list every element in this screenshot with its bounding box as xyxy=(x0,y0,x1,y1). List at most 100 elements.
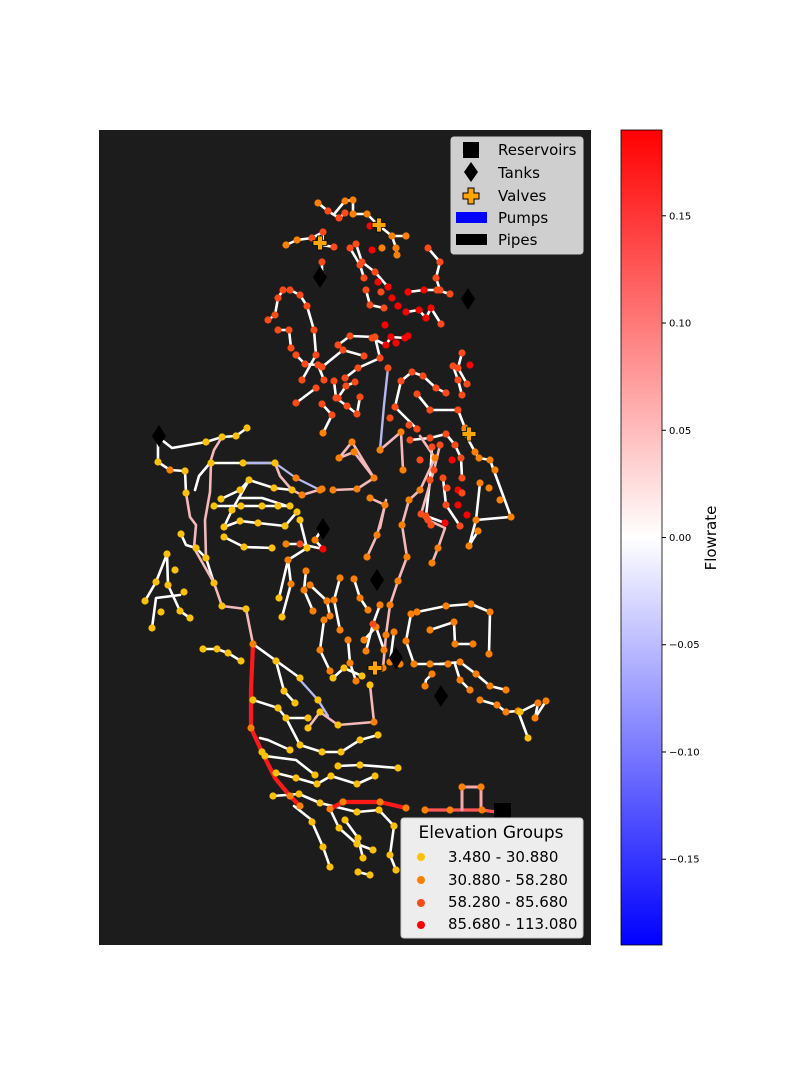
junction-node xyxy=(354,834,362,842)
junction-node xyxy=(422,314,430,322)
pipe-link xyxy=(406,288,452,296)
pipe-link xyxy=(428,620,475,646)
junction-node xyxy=(426,406,434,414)
junction-node xyxy=(450,618,458,626)
junction-node xyxy=(210,579,218,587)
junction-node xyxy=(368,246,376,254)
tank-marker-icon xyxy=(313,266,327,288)
junction-node xyxy=(354,868,362,876)
junction-node xyxy=(343,402,351,410)
junction-node xyxy=(292,399,300,407)
pipe-link xyxy=(377,808,398,872)
junction-node xyxy=(237,657,245,665)
junction-node xyxy=(421,682,429,690)
junction-node xyxy=(296,291,304,299)
junction-node xyxy=(313,780,321,788)
junction-node xyxy=(426,476,434,484)
junction-node xyxy=(280,687,288,695)
junction-node xyxy=(413,608,421,616)
junction-node xyxy=(397,428,405,436)
junction-node xyxy=(451,640,459,648)
junction-node xyxy=(275,594,283,602)
junction-node xyxy=(502,686,510,694)
junction-node xyxy=(350,575,358,583)
junction-node xyxy=(403,553,411,561)
junction-node xyxy=(386,851,394,859)
junction-node xyxy=(141,597,149,605)
pipe-link xyxy=(251,698,310,720)
junction-node xyxy=(458,474,466,482)
junction-node xyxy=(413,425,421,433)
junction-node xyxy=(303,302,311,310)
junction-node xyxy=(334,394,342,402)
junction-node xyxy=(300,586,308,594)
junction-node xyxy=(442,389,450,397)
junction-node xyxy=(327,772,335,780)
junction-node xyxy=(295,790,303,798)
junction-node xyxy=(444,660,452,668)
junction-node xyxy=(366,871,374,879)
junction-node xyxy=(337,748,345,756)
junction-node xyxy=(154,458,162,466)
pipe-link xyxy=(193,461,212,492)
junction-node xyxy=(272,657,280,665)
junction-node xyxy=(356,736,364,744)
junction-node xyxy=(326,667,334,675)
junction-node xyxy=(319,429,327,437)
tank-marker-icon xyxy=(316,518,330,540)
junction-node xyxy=(496,496,504,504)
junction-node xyxy=(274,294,282,302)
junction-node xyxy=(402,804,410,812)
pipe-link xyxy=(474,515,512,522)
junction-node xyxy=(326,805,334,813)
valve-legend-icon xyxy=(462,187,480,205)
junction-node xyxy=(388,294,396,302)
junction-node xyxy=(406,436,414,444)
junction-node xyxy=(381,321,389,329)
junction-node xyxy=(371,772,379,780)
junction-node xyxy=(152,578,160,586)
junction-node xyxy=(454,406,462,414)
junction-node xyxy=(426,660,434,668)
valve-marker-icon xyxy=(371,217,387,233)
junction-node xyxy=(436,258,444,266)
junction-node xyxy=(351,378,359,386)
junction-node xyxy=(524,734,532,742)
junction-node xyxy=(346,659,354,667)
junction-node xyxy=(258,502,266,510)
junction-node xyxy=(432,274,440,282)
junctions-layer xyxy=(141,196,550,879)
junction-node xyxy=(378,244,386,252)
junction-node xyxy=(296,540,304,548)
junction-node xyxy=(282,540,290,548)
junction-node xyxy=(342,382,350,390)
junction-node xyxy=(286,502,294,510)
junction-node xyxy=(318,400,326,408)
junction-node xyxy=(391,403,399,411)
junction-node xyxy=(344,636,352,644)
pump-legend-icon xyxy=(456,212,487,223)
junction-node xyxy=(458,489,466,497)
junction-node xyxy=(466,686,474,694)
junction-node xyxy=(360,636,368,644)
pipe-link xyxy=(426,246,442,292)
junction-node xyxy=(465,542,473,550)
junction-node xyxy=(349,196,357,204)
junction-node xyxy=(419,372,427,380)
junction-node xyxy=(352,677,360,685)
pipe-link xyxy=(263,754,317,777)
junction-node xyxy=(336,626,344,634)
junction-node xyxy=(286,746,294,754)
junction-node xyxy=(268,544,276,552)
junction-node xyxy=(286,792,294,800)
colorbar-tick-label: 0.05 xyxy=(669,426,691,437)
colorbar-tick-label: −0.05 xyxy=(669,640,700,651)
valve-marker-icon xyxy=(367,660,383,676)
junction-node xyxy=(334,762,342,770)
junction-node xyxy=(245,476,253,484)
junction-node xyxy=(261,752,269,760)
pipe-link xyxy=(333,198,355,216)
junction-node xyxy=(176,607,184,615)
junction-node xyxy=(240,543,248,551)
junction-node xyxy=(271,459,279,467)
